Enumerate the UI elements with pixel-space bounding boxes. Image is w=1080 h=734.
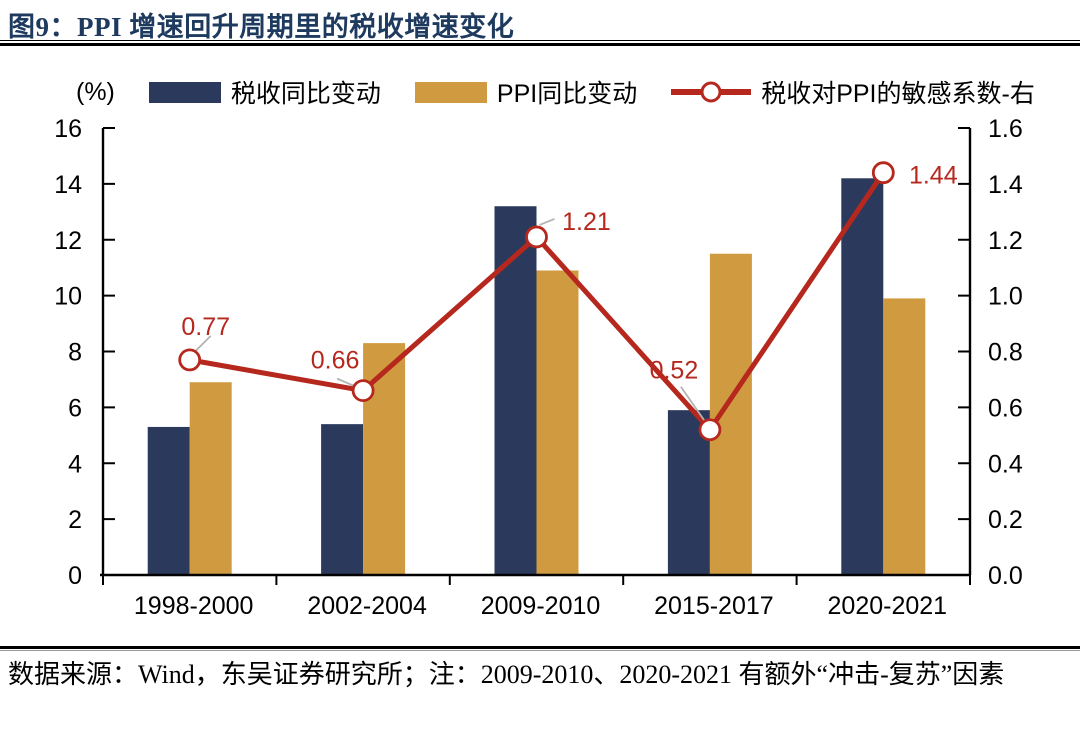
right-axis-tick-label: 1.6 [988, 115, 1023, 143]
data-label-0.52: 0.52 [650, 357, 699, 385]
bar-ppi-yoy-2015-2017 [709, 253, 752, 575]
title-divider-line [0, 40, 1080, 46]
bar-tax-yoy-1998-2000 [147, 426, 190, 575]
legend-label-ppi-yoy: PPI同比变动 [496, 80, 638, 108]
left-axis-tick-label: 6 [68, 394, 82, 422]
category-label-2002-2004: 2002-2004 [307, 592, 427, 620]
left-axis-tick-label: 4 [68, 450, 82, 478]
legend-item-sensitivity: 税收对PPI的敏感系数-右 [671, 74, 1035, 110]
page-title: 图9：PPI 增速回升周期里的税收增速变化 [8, 12, 515, 42]
legend-line-marker-icon [671, 81, 752, 103]
legend-item-tax-yoy: 税收同比变动 [148, 74, 381, 110]
line-marker-1998-2000 [178, 348, 202, 372]
bar-tax-yoy-2020-2021 [841, 178, 884, 575]
left-axis-unit-label: (%) [76, 77, 115, 106]
right-axis-tick-label: 0.2 [988, 506, 1023, 534]
line-marker-2015-2017 [698, 418, 722, 442]
right-axis-tick-label: 0.8 [988, 339, 1023, 367]
data-label-1.21: 1.21 [562, 208, 611, 236]
source-note: 数据来源：Wind，东吴证券研究所；注：2009-2010、2020-2021 … [8, 660, 1005, 689]
category-label-2015-2017: 2015-2017 [654, 592, 774, 620]
right-axis-tick-label: 1.4 [988, 171, 1023, 199]
right-axis-tick-label: 1.2 [988, 227, 1023, 255]
left-axis-tick-label: 8 [68, 339, 82, 367]
data-label-leader [539, 218, 555, 226]
bar-ppi-yoy-2002-2004 [363, 343, 406, 575]
category-label-2020-2021: 2020-2021 [828, 592, 948, 620]
left-axis-tick-label: 0 [68, 562, 82, 590]
data-label-1.44: 1.44 [909, 162, 958, 190]
left-axis-tick-label: 16 [54, 115, 82, 143]
bar-ppi-yoy-2020-2021 [883, 298, 926, 575]
right-axis-tick-label: 0.0 [988, 562, 1023, 590]
data-label-0.77: 0.77 [181, 313, 230, 341]
data-label-leader [680, 386, 707, 424]
bar-ppi-yoy-1998-2000 [189, 382, 232, 575]
left-axis-tick-label: 10 [54, 283, 82, 311]
right-axis-tick-label: 1.0 [988, 283, 1023, 311]
left-axis-tick-label: 14 [54, 171, 82, 199]
legend-label-sensitivity: 税收对PPI的敏感系数-右 [761, 80, 1035, 108]
legend-item-ppi-yoy: PPI同比变动 [414, 74, 638, 110]
category-label-2009-2010: 2009-2010 [481, 592, 601, 620]
line-marker-2009-2010 [525, 225, 548, 249]
left-axis-tick-label: 2 [68, 506, 82, 534]
right-axis-tick-label: 0.6 [988, 394, 1023, 422]
legend-swatch-ppi-yoy [414, 81, 487, 103]
data-label-leader [195, 335, 212, 352]
bar-tax-yoy-2002-2004 [321, 424, 364, 575]
legend-label-tax-yoy: 税收同比变动 [230, 80, 381, 108]
bar-tax-yoy-2009-2010 [494, 206, 537, 575]
legend-circle-marker-icon [700, 81, 722, 103]
data-label-0.66: 0.66 [311, 347, 360, 375]
chart-plot-area: 0 2 4 6 8 10 12 14 16 0.0 0.2 0.4 0.6 0.8 1.0 1.2 1.4 1.6… [54, 115, 1023, 620]
legend-swatch-tax-yoy [148, 81, 221, 103]
category-label-1998-2000: 1998-2000 [134, 592, 254, 620]
line-marker-2002-2004 [351, 379, 375, 403]
bar-ppi-yoy-2009-2010 [536, 270, 579, 575]
line-marker-2020-2021 [871, 161, 895, 185]
legend: (%) 税收同比变动 PPI同比变动 税收对PPI的敏感系数-右 [76, 74, 1035, 110]
footer-divider-line [0, 646, 1080, 651]
left-axis-tick-label: 12 [54, 227, 82, 255]
right-axis-tick-label: 0.4 [988, 450, 1023, 478]
